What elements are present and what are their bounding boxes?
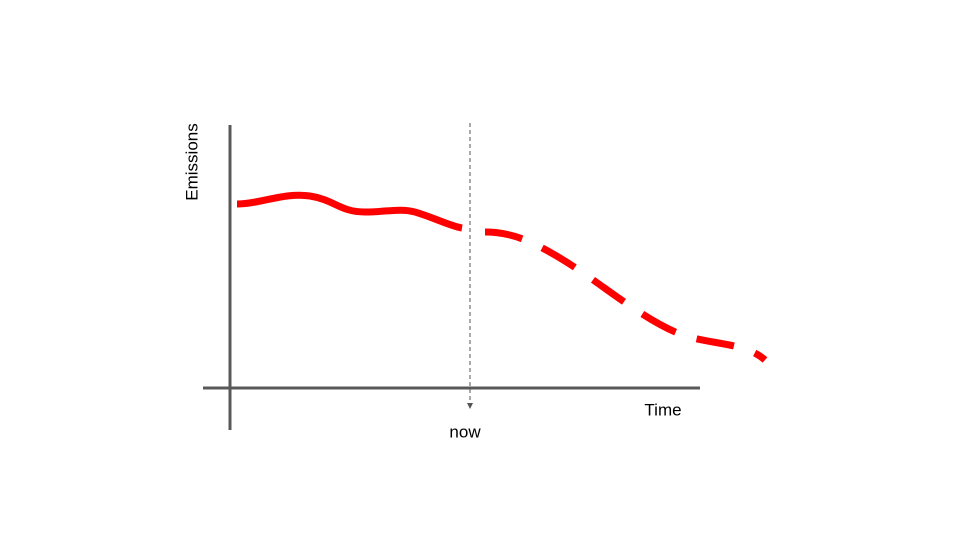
y-axis-label: Emissions	[182, 123, 201, 200]
future-curve	[484, 228, 768, 363]
past-curve	[236, 191, 463, 232]
now-label: now	[449, 422, 481, 441]
x-axis-label: Time	[644, 400, 681, 419]
